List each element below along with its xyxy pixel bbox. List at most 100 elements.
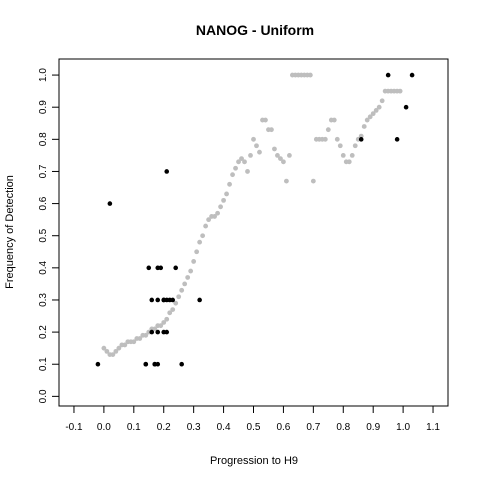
black-data-point [179, 361, 184, 367]
black-data-point [146, 265, 152, 271]
grey-data-point [110, 352, 116, 357]
grey-data-point [158, 323, 164, 329]
grey-data-point [334, 136, 340, 142]
grey-data-point [200, 233, 206, 239]
y-tick-label: 0.7 [38, 164, 49, 178]
grey-data-point [137, 336, 143, 341]
grey-data-point [104, 348, 110, 354]
grey-data-point [176, 294, 182, 300]
grey-data-point [251, 136, 256, 142]
grey-data-point [346, 159, 352, 165]
grey-data-point [307, 72, 313, 78]
black-data-point [95, 361, 101, 367]
grey-data-point [182, 281, 188, 287]
x-tick-label: 0.7 [306, 422, 320, 433]
black-data-point [149, 297, 155, 303]
grey-data-point [376, 104, 382, 110]
grey-data-point [242, 159, 247, 165]
grey-data-point [239, 156, 244, 162]
y-axis-label: Frequency of Detection [4, 175, 16, 289]
grey-data-point [206, 217, 212, 223]
grey-data-point [230, 172, 235, 178]
grey-data-point [281, 159, 286, 165]
grey-data-point [361, 124, 367, 129]
black-data-point [385, 72, 391, 78]
y-tick-label: 0.8 [38, 132, 49, 146]
black-data-point [155, 361, 161, 367]
grey-data-point [164, 316, 170, 322]
black-data-point [164, 329, 170, 335]
grey-data-point [263, 117, 268, 123]
black-data-point [158, 265, 164, 271]
grey-data-point [194, 249, 200, 255]
grey-data-point [101, 345, 107, 351]
grey-data-point [188, 268, 194, 274]
data-points [95, 72, 415, 367]
grey-data-point [224, 191, 229, 197]
grey-data-point [233, 165, 238, 171]
grey-data-point [143, 332, 149, 338]
grey-data-point [116, 345, 122, 351]
black-data-point [107, 201, 113, 206]
grey-data-point [212, 214, 218, 219]
x-axis: -0.1 0.0 0.1 0.2 0.3 0.4 0.5 0.6 0.7 0.8 0.9 1.0 1.1 [65, 406, 440, 433]
grey-data-point [248, 152, 253, 158]
grey-data-point [191, 259, 197, 264]
black-data-point [149, 329, 155, 335]
x-tick-label: 0.3 [187, 422, 201, 433]
grey-data-point [358, 133, 364, 139]
y-tick-label: 0.6 [38, 196, 49, 210]
grey-data-point [122, 342, 128, 348]
grey-data-point [236, 159, 241, 165]
grey-data-point [113, 348, 119, 354]
grey-data-point [322, 136, 328, 142]
black-data-point [170, 297, 176, 303]
grey-data-point [275, 152, 280, 158]
grey-data-point [379, 98, 385, 104]
grey-data-point [179, 287, 185, 293]
y-tick-label: 1.0 [38, 68, 49, 82]
x-tick-label: 0.4 [217, 422, 231, 433]
y-tick-label: 0.2 [38, 325, 49, 339]
y-axis: 0.0 0.1 0.2 0.3 0.4 0.5 0.6 0.7 0.8 0.9 1.0 [38, 68, 59, 403]
grey-data-point [257, 149, 262, 155]
grey-data-point [364, 117, 370, 123]
grey-data-point [173, 300, 179, 306]
y-tick-label: 0.3 [38, 293, 49, 307]
x-tick-label: 0.1 [127, 422, 141, 433]
grey-data-point [367, 114, 373, 120]
y-tick-label: 0.9 [38, 100, 49, 114]
grey-data-point [161, 320, 167, 325]
x-tick-label: 0.0 [97, 422, 111, 433]
black-data-point [197, 297, 202, 303]
black-data-point [394, 137, 400, 142]
x-tick-label: 1.0 [396, 422, 410, 433]
y-tick-label: 0.5 [38, 228, 49, 242]
grey-data-point [170, 307, 176, 313]
x-tick-label: 0.6 [276, 422, 290, 433]
black-data-point [409, 72, 415, 78]
black-data-point [143, 361, 149, 367]
black-data-point [173, 265, 178, 271]
x-tick-label: 1.1 [426, 422, 440, 433]
grey-data-point [221, 197, 226, 203]
grey-data-point [370, 111, 376, 117]
grey-data-point [287, 152, 292, 158]
black-data-point [164, 169, 170, 174]
grey-data-point [331, 117, 337, 123]
grey-data-point [227, 181, 232, 187]
grey-data-point [352, 143, 358, 149]
chart-title: NANOG - Uniform [196, 22, 314, 38]
grey-data-point [269, 127, 274, 133]
grey-data-point [167, 310, 173, 316]
grey-data-point [337, 143, 343, 149]
grey-data-point [278, 156, 283, 162]
x-axis-label: Progression to H9 [210, 455, 298, 467]
grey-data-point [397, 88, 403, 94]
x-tick-label: 0.5 [247, 422, 261, 433]
grey-data-point [197, 239, 203, 245]
grey-data-point [203, 223, 209, 229]
black-data-point [403, 104, 409, 110]
grey-data-point [185, 275, 191, 280]
